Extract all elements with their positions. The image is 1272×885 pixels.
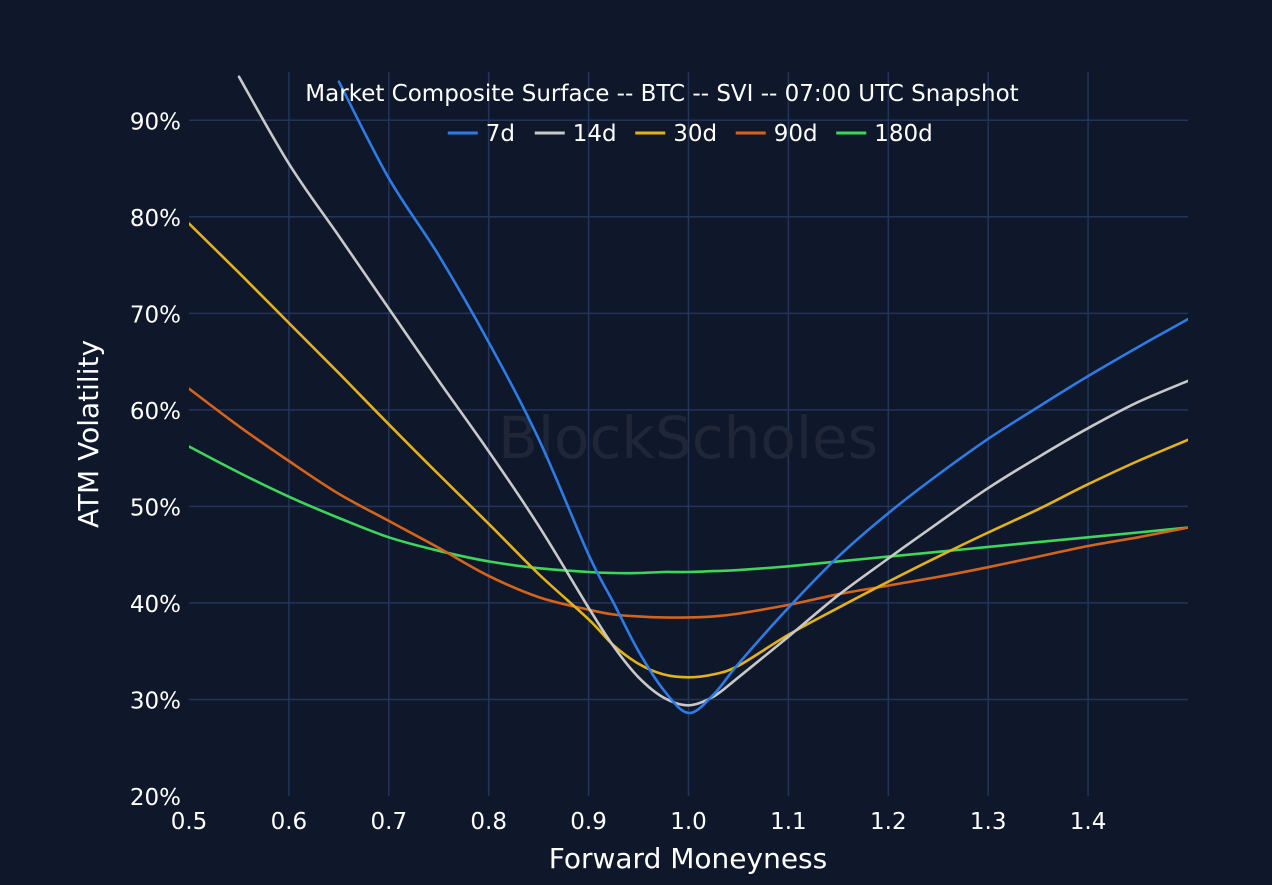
grid (189, 72, 1188, 796)
x-tick-label: 0.7 (371, 809, 408, 835)
x-tick-label: 0.9 (570, 809, 607, 835)
watermark: BlockScholes (498, 404, 878, 472)
legend-label: 30d (673, 121, 717, 147)
legend-item-30d[interactable]: 30d (635, 121, 717, 147)
y-tick-label: 80% (130, 206, 181, 232)
y-tick-label: 40% (130, 592, 181, 618)
legend-item-7d[interactable]: 7d (447, 121, 515, 147)
legend-item-90d[interactable]: 90d (735, 121, 818, 147)
x-tick-label: 1.1 (770, 809, 807, 835)
legend-label: 14d (573, 121, 617, 147)
legend-item-14d[interactable]: 14d (534, 121, 617, 147)
y-tick-label: 20% (130, 785, 181, 811)
x-tick-label: 0.8 (470, 809, 507, 835)
chart-title: Market Composite Surface -- BTC -- SVI -… (305, 81, 1018, 107)
series-line-90d (189, 387, 1188, 619)
series-line-180d (189, 445, 1188, 575)
series-line-7d (337, 80, 1188, 715)
series-line-30d (189, 222, 1188, 679)
legend-label: 90d (774, 121, 818, 147)
x-tick-label: 1.0 (670, 809, 707, 835)
series-lines (189, 75, 1188, 715)
y-tick-label: 60% (130, 399, 181, 425)
x-tick-label: 1.2 (870, 809, 907, 835)
x-tick-label: 0.5 (171, 809, 208, 835)
series-line-14d (237, 75, 1188, 707)
legend-label: 180d (874, 121, 933, 147)
legend-item-180d[interactable]: 180d (836, 121, 933, 147)
legend[interactable]: 7d 14d 30d 90d 180d (447, 121, 933, 147)
y-axis-title: ATM Volatility (72, 340, 105, 528)
x-axis-title: Forward Moneyness (549, 842, 827, 875)
tick-labels: 0.5 0.6 0.7 0.8 0.9 1.0 1.1 1.2 1.3 1.4 20% 30% 40% 5… (130, 109, 1107, 835)
x-tick-label: 0.6 (271, 809, 308, 835)
x-tick-label: 1.4 (1070, 809, 1107, 835)
y-tick-label: 90% (130, 109, 181, 135)
legend-label: 7d (486, 121, 515, 147)
x-tick-label: 1.3 (970, 809, 1007, 835)
y-tick-label: 30% (130, 688, 181, 714)
y-tick-label: 50% (130, 495, 181, 521)
y-tick-label: 70% (130, 302, 181, 328)
